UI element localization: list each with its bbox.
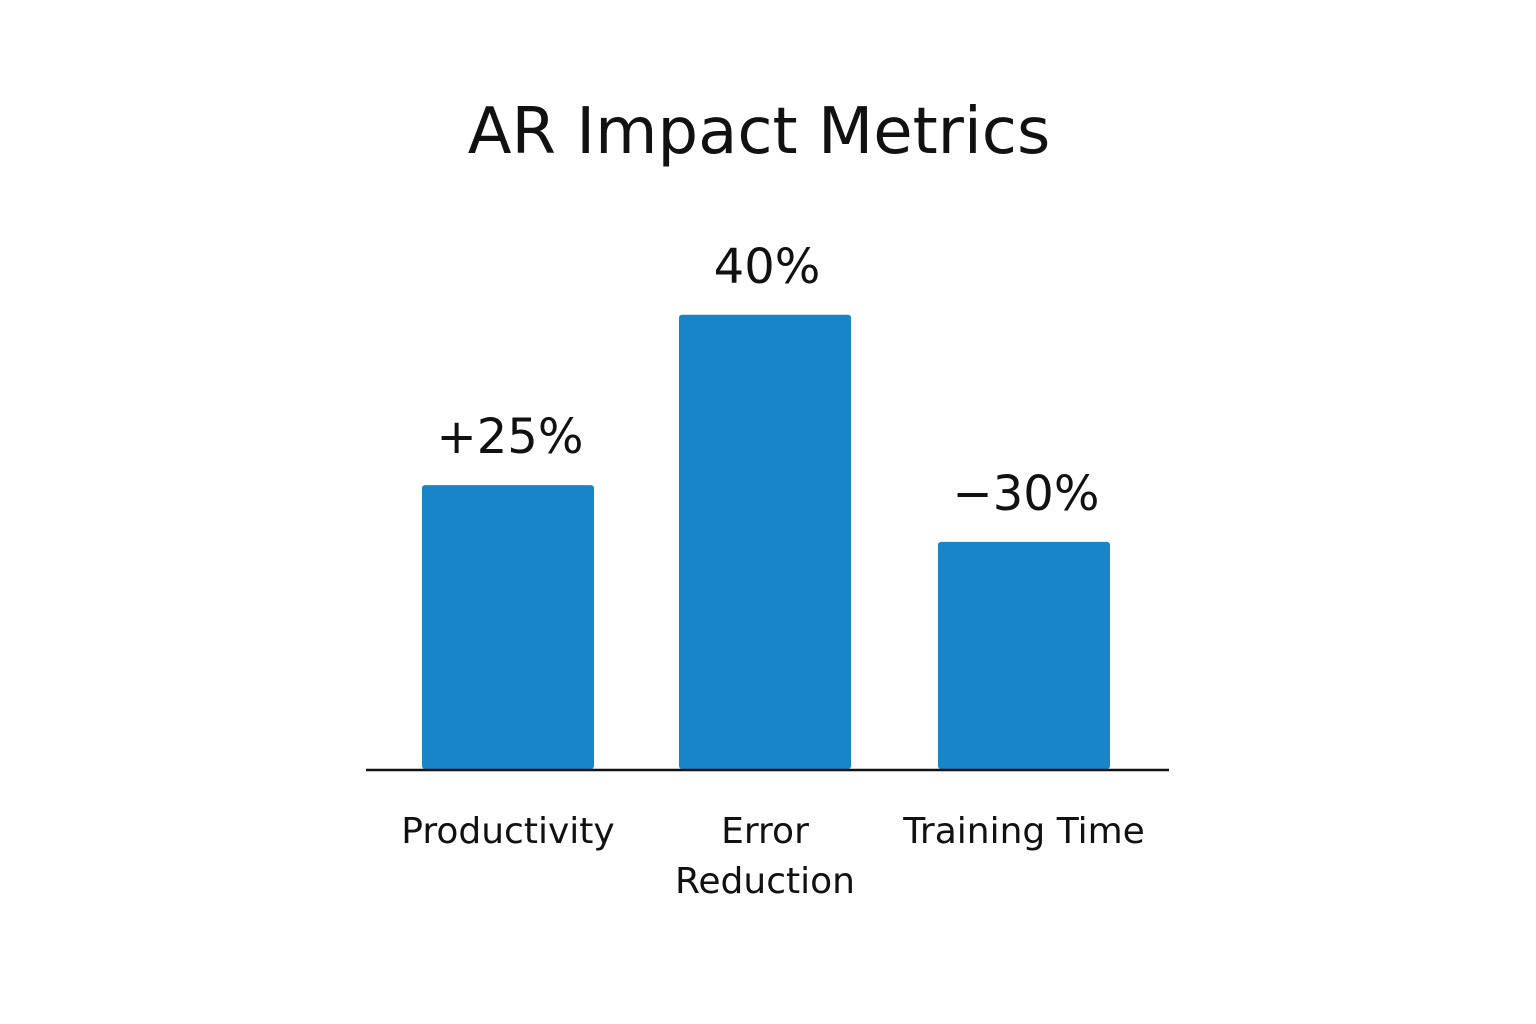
bar-training-time [938, 541, 1110, 769]
chart-title: AR Impact Metrics [468, 95, 1051, 169]
category-label-line: Training Time [902, 811, 1145, 852]
category-label-productivity: Productivity [401, 811, 614, 852]
value-label-productivity: +25% [437, 409, 584, 465]
value-labels-group: +25% 40% −30% [437, 239, 1100, 522]
value-label-error-reduction: 40% [714, 239, 821, 295]
category-label-line: Reduction [675, 861, 855, 902]
category-label-line: Productivity [401, 811, 614, 852]
bar-error-reduction [679, 314, 851, 769]
bars-group [422, 314, 1110, 769]
category-label-training-time: Training Time [902, 811, 1145, 852]
bar-productivity [422, 485, 594, 769]
value-label-training-time: −30% [953, 466, 1100, 522]
category-label-line: Error [721, 811, 809, 852]
category-labels-group: Productivity Error Reduction Training Time [401, 811, 1145, 902]
category-label-error-reduction: Error Reduction [675, 811, 855, 902]
